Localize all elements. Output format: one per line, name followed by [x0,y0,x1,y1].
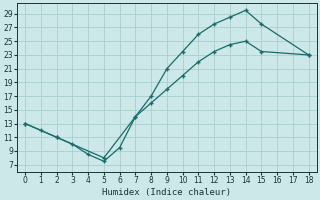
X-axis label: Humidex (Indice chaleur): Humidex (Indice chaleur) [102,188,231,197]
